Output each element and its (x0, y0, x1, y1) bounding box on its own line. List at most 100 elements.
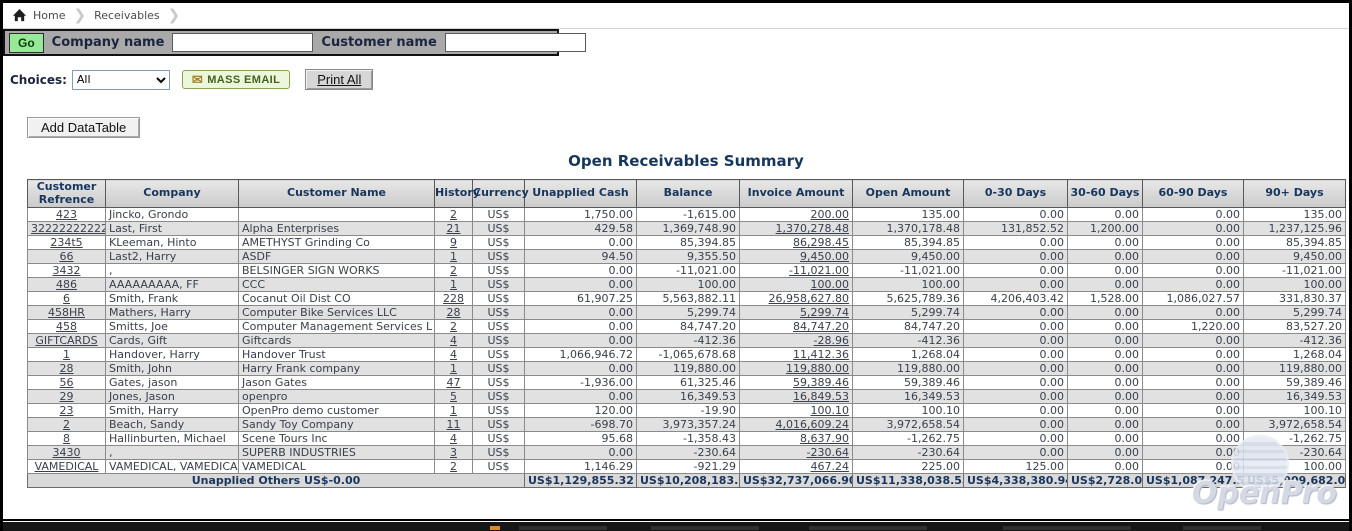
customer-name-input[interactable] (444, 33, 586, 52)
footer-total-invoice-amount: US$32,737,066.90 (739, 473, 853, 489)
customer-reference-link[interactable]: 8 (63, 432, 70, 446)
invoice-amount-link[interactable]: 119,880.00 (786, 362, 849, 376)
invoice-amount-link[interactable]: 16,849.53 (793, 390, 849, 404)
invoice-amount-link[interactable]: 26,958,627.80 (768, 292, 849, 306)
history-link[interactable]: 2 (450, 208, 457, 222)
history-link[interactable]: 2 (450, 460, 457, 474)
mass-email-label: MASS EMAIL (207, 73, 281, 86)
cell-company: Gates, jason (105, 375, 239, 391)
history-link[interactable]: 1 (450, 404, 457, 418)
home-icon[interactable] (12, 8, 27, 23)
invoice-amount-link[interactable]: 11,412.36 (793, 348, 849, 362)
customer-reference-link[interactable]: 29 (59, 390, 74, 404)
cell-days-30-60: 0.00 (1067, 403, 1143, 419)
mass-email-button[interactable]: ✉ MASS EMAIL (181, 70, 291, 89)
cell-invoice-amount: 1,370,278.48 (739, 221, 853, 237)
breadcrumb-receivables[interactable]: Receivables (94, 9, 160, 22)
invoice-amount-link[interactable]: 1,370,278.48 (775, 222, 849, 236)
column-header-company: Company (105, 178, 239, 209)
bottom-divider (3, 519, 1349, 521)
cell-customer-name: ASDF (238, 249, 435, 265)
chevron-right-icon: ❯ (73, 6, 87, 24)
cell-history: 2 (434, 459, 473, 475)
invoice-amount-link[interactable]: 200.00 (810, 208, 850, 222)
customer-reference-link[interactable]: 3430 (52, 446, 81, 460)
customer-reference-link[interactable]: 32222222222 (31, 222, 106, 236)
history-link[interactable]: 1 (450, 362, 457, 376)
cell-currency: US$ (472, 305, 525, 321)
history-link[interactable]: 28 (446, 306, 461, 320)
invoice-amount-link[interactable]: 5,299.74 (800, 306, 849, 320)
history-link[interactable]: 4 (450, 348, 457, 362)
add-datatable-button[interactable]: Add DataTable (27, 117, 141, 138)
history-link[interactable]: 2 (450, 264, 457, 278)
customer-reference-link[interactable]: GIFTCARDS (35, 334, 98, 348)
cell-days-60-90: 0.00 (1142, 403, 1244, 419)
invoice-amount-link[interactable]: 84,747.20 (793, 320, 849, 334)
customer-reference-link[interactable]: 1 (63, 348, 70, 362)
table-row: 234t5 KLeeman, Hinto AMETHYST Grinding Co 9… (27, 235, 1346, 251)
customer-reference-link[interactable]: VAMEDICAL (34, 460, 99, 474)
history-link[interactable]: 9 (450, 236, 457, 250)
cell-days-90plus: 331,830.37 (1243, 291, 1346, 307)
history-link[interactable]: 4 (450, 334, 457, 348)
invoice-amount-link[interactable]: 4,016,609.24 (775, 418, 849, 432)
envelope-icon: ✉ (191, 72, 204, 87)
choices-select[interactable]: All (71, 69, 170, 90)
invoice-amount-link[interactable]: 100.10 (810, 404, 850, 418)
breadcrumb-home[interactable]: Home (33, 9, 66, 22)
invoice-amount-link[interactable]: 8,637.90 (800, 432, 849, 446)
customer-reference-link[interactable]: 56 (59, 376, 74, 390)
history-link[interactable]: 2 (450, 320, 457, 334)
history-link[interactable]: 4 (450, 432, 457, 446)
cell-currency: US$ (472, 291, 525, 307)
history-link[interactable]: 228 (443, 292, 464, 306)
invoice-amount-link[interactable]: 59,389.46 (793, 376, 849, 390)
history-link[interactable]: 47 (446, 376, 461, 390)
customer-reference-link[interactable]: 458 (56, 320, 77, 334)
column-header-days-60-90: 60-90 Days (1142, 178, 1244, 209)
cell-company: Smith, Frank (105, 291, 239, 307)
cell-currency: US$ (472, 389, 525, 405)
cell-customer-reference: 458 (27, 319, 106, 335)
invoice-amount-link[interactable]: -28.96 (813, 334, 849, 348)
customer-reference-link[interactable]: 28 (59, 362, 74, 376)
cell-currency: US$ (472, 459, 525, 475)
cell-days-0-30: 131,852.52 (963, 221, 1068, 237)
customer-reference-link[interactable]: 23 (59, 404, 74, 418)
history-link[interactable]: 11 (446, 418, 461, 432)
page-title: Open Receivables Summary (568, 152, 804, 170)
customer-reference-link[interactable]: 234t5 (50, 236, 83, 250)
customer-reference-link[interactable]: 2 (63, 418, 70, 432)
history-link[interactable]: 1 (450, 250, 457, 264)
history-link[interactable]: 1 (450, 278, 457, 292)
cell-unapplied-cash: 95.68 (524, 431, 637, 447)
table-row: 8 Hallinburten, Michael Scene Tours Inc 4 US… (27, 431, 1346, 447)
customer-reference-link[interactable]: 486 (56, 278, 77, 292)
invoice-amount-link[interactable]: 467.24 (810, 460, 850, 474)
history-link[interactable]: 5 (450, 390, 457, 404)
customer-reference-link[interactable]: 423 (56, 208, 77, 222)
invoice-amount-link[interactable]: -11,021.00 (789, 264, 849, 278)
history-link[interactable]: 3 (450, 446, 457, 460)
invoice-amount-link[interactable]: -230.64 (806, 446, 849, 460)
table-row: 423 Jincko, Grondo 2 US$ 1,750.00 -1,615.00 20… (27, 207, 1346, 223)
go-button[interactable]: Go (9, 32, 44, 53)
history-link[interactable]: 21 (446, 222, 461, 236)
cell-currency: US$ (472, 263, 525, 279)
print-all-button[interactable]: Print All (305, 69, 374, 90)
cell-customer-reference: 29 (27, 389, 106, 405)
cell-customer-reference: 458HR (27, 305, 106, 321)
invoice-amount-link[interactable]: 86,298.45 (793, 236, 849, 250)
cell-currency: US$ (472, 445, 525, 461)
cell-balance: 100.00 (636, 277, 740, 293)
customer-reference-link[interactable]: 458HR (48, 306, 85, 320)
cell-days-0-30: 0.00 (963, 445, 1068, 461)
company-name-input[interactable] (172, 33, 314, 52)
customer-reference-link[interactable]: 6 (63, 292, 70, 306)
invoice-amount-link[interactable]: 100.00 (810, 278, 850, 292)
customer-reference-link[interactable]: 3432 (52, 264, 81, 278)
table-row: 1 Handover, Harry Handover Trust 4 US$ 1,066,… (27, 347, 1346, 363)
invoice-amount-link[interactable]: 9,450.00 (800, 250, 849, 264)
customer-reference-link[interactable]: 66 (59, 250, 74, 264)
